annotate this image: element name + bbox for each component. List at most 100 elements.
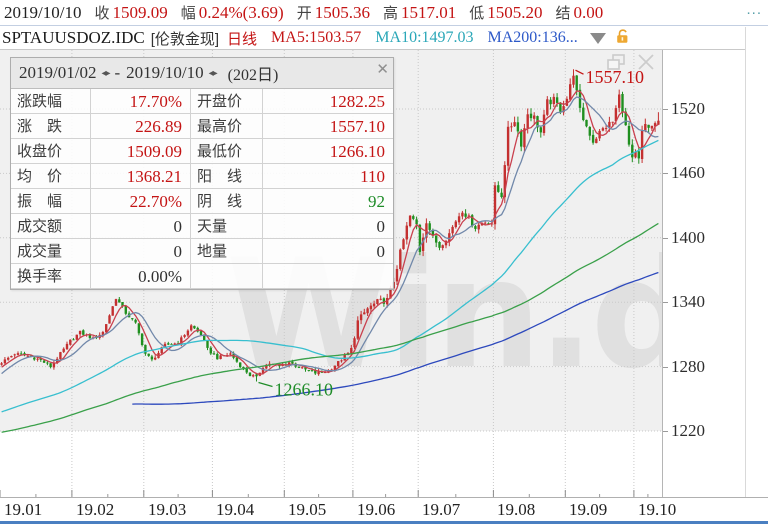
x-axis: 19.01 19.02 19.03 19.04 19.05 19.06 19.07 19.08… — [0, 497, 768, 522]
ma120-line — [1, 222, 659, 433]
quote-field-value: 1517.01 — [401, 3, 457, 22]
x-axis-label: 19.10 — [638, 500, 677, 519]
stats-right-value: 110 — [263, 164, 393, 189]
y-axis-tick — [663, 173, 668, 174]
chevron-down-icon[interactable] — [589, 32, 606, 44]
x-axis-label: 19.04 — [216, 500, 255, 519]
y-axis-tick — [663, 367, 668, 368]
stats-left-value: 1368.21 — [91, 164, 191, 189]
y-axis-tick — [663, 431, 668, 432]
y-axis-label: 1340 — [671, 292, 705, 311]
range-end-date: 2019/10/10 — [126, 63, 204, 82]
quote-bar: 2019/10/10 收 1509.09 幅 0.24%(3.69) 开 1505.36 高… — [0, 0, 768, 26]
quote-field-label: 结 — [555, 5, 571, 22]
quote-date: 2019/10/10 — [4, 2, 82, 22]
restore-window-icon[interactable] — [604, 52, 629, 77]
more-menu-button[interactable]: ... — [746, 1, 762, 18]
y-axis-label: 1520 — [671, 99, 705, 118]
ma-legend: MA5:1503.57 MA10:1497.03 MA200:136... — [257, 29, 578, 47]
x-axis-label: 19.07 — [422, 500, 461, 519]
y-axis: 1520 1460 1400 1340 1280 1220 — [662, 50, 746, 497]
stats-right-value: 0 — [263, 214, 393, 239]
stats-row-1: 涨 跌 226.89 最高价 1557.10 — [11, 114, 393, 139]
x-axis-label: 19.05 — [288, 500, 327, 519]
range-end-nav-arrows[interactable]: ◂▸ — [208, 67, 218, 79]
quote-fields: 收 1509.09 幅 0.24%(3.69) 开 1505.36 高 1517.01 低 150… — [81, 2, 603, 23]
stats-left-label: 振 幅 — [11, 189, 91, 214]
x-axis-label: 19.09 — [569, 500, 608, 519]
symbol-name: [伦敦金现] — [150, 30, 220, 48]
quote-field-3: 高 1517.01 — [383, 2, 456, 23]
close-icon[interactable]: ✕ — [376, 61, 389, 78]
stats-row-4: 振 幅 22.70% 阴 线 92 — [11, 189, 393, 214]
stats-right-label: 最高价 — [191, 114, 263, 139]
stats-left-label: 换手率 — [11, 264, 91, 289]
quote-field-value: 1505.36 — [314, 3, 370, 22]
stats-right-value — [263, 264, 393, 289]
stats-left-value: 226.89 — [91, 114, 191, 139]
quote-field-2: 开 1505.36 — [297, 2, 370, 23]
stats-right-label — [191, 264, 263, 289]
stats-table: 涨跌幅 17.70% 开盘价 1282.25 涨 跌 226.89 最高价 1557.10 收盘… — [11, 89, 393, 289]
lock-icon[interactable] — [614, 28, 631, 49]
x-axis-label: 19.02 — [76, 500, 115, 519]
y-axis-tick — [663, 238, 668, 239]
stats-right-value: 1266.10 — [263, 139, 393, 164]
quote-field-value: 1505.20 — [487, 3, 543, 22]
x-axis-label: 19.01 — [4, 500, 43, 519]
quote-field-label: 收 — [94, 5, 110, 22]
ma10-line — [1, 96, 659, 375]
stats-right-label: 地量 — [191, 239, 263, 264]
y-axis-tick — [663, 302, 668, 303]
symbol-code: SPTAUUSDOZ.IDC — [2, 28, 145, 47]
quote-field-5: 结 0.00 — [556, 2, 604, 23]
period-label[interactable]: 日线 — [227, 30, 258, 48]
stats-left-value: 17.70% — [91, 89, 191, 114]
stats-left-label: 均 价 — [11, 164, 91, 189]
ma200-line — [132, 271, 659, 405]
quote-field-label: 开 — [296, 5, 312, 22]
pane-window-controls — [604, 52, 658, 77]
stats-row-3: 均 价 1368.21 阳 线 110 — [11, 164, 393, 189]
stats-row-2: 收盘价 1509.09 最低价 1266.10 — [11, 139, 393, 164]
stats-row-0: 涨跌幅 17.70% 开盘价 1282.25 — [11, 89, 393, 114]
stats-left-label: 成交额 — [11, 214, 91, 239]
stats-right-value: 0 — [263, 239, 393, 264]
range-start-nav-arrows[interactable]: ◂▸ — [101, 67, 110, 79]
range-day-count: (202日) — [227, 67, 279, 84]
stats-left-label: 涨 跌 — [11, 114, 91, 139]
stats-row-6: 成交量 0 地量 0 — [11, 239, 393, 264]
quote-field-label: 幅 — [180, 5, 196, 22]
quote-field-0: 收 1509.09 — [94, 2, 167, 23]
y-axis-label: 1280 — [671, 357, 705, 376]
range-start-date: 2019/01/02 — [19, 63, 97, 82]
stats-right-value: 1282.25 — [263, 89, 393, 114]
ma-legend-item-2: MA200:136... — [487, 29, 578, 46]
close-pane-icon[interactable] — [633, 52, 658, 77]
stats-left-label: 涨跌幅 — [11, 89, 91, 114]
stats-left-value: 22.70% — [91, 189, 191, 214]
y-axis-tick — [663, 109, 668, 110]
stats-right-label: 开盘价 — [191, 89, 263, 114]
stats-right-label: 阴 线 — [191, 189, 263, 214]
stats-left-value: 0.00% — [91, 264, 191, 289]
quote-field-4: 低 1505.20 — [469, 2, 542, 23]
y-axis-label: 1400 — [671, 228, 705, 247]
y-axis-label: 1220 — [671, 421, 705, 440]
symbol-bar: SPTAUUSDOZ.IDC [伦敦金现] 日线 MA5:1503.57 MA10… — [0, 27, 768, 50]
stats-right-value: 92 — [263, 189, 393, 214]
stats-left-label: 收盘价 — [11, 139, 91, 164]
quote-field-value: 1509.09 — [112, 3, 168, 22]
stats-right-label: 天量 — [191, 214, 263, 239]
stats-row-5: 成交额 0 天量 0 — [11, 214, 393, 239]
ma60-line — [1, 139, 659, 413]
right-scroll-strip[interactable] — [745, 27, 768, 497]
stats-left-value: 1509.09 — [91, 139, 191, 164]
x-axis-label: 19.06 — [357, 500, 396, 519]
range-separator: - — [114, 63, 121, 82]
quote-field-value: 0.24%(3.69) — [198, 3, 284, 22]
x-axis-label: 19.03 — [148, 500, 187, 519]
y-axis-label: 1460 — [671, 163, 705, 182]
stats-left-value: 0 — [91, 239, 191, 264]
ma5-line — [1, 90, 659, 376]
